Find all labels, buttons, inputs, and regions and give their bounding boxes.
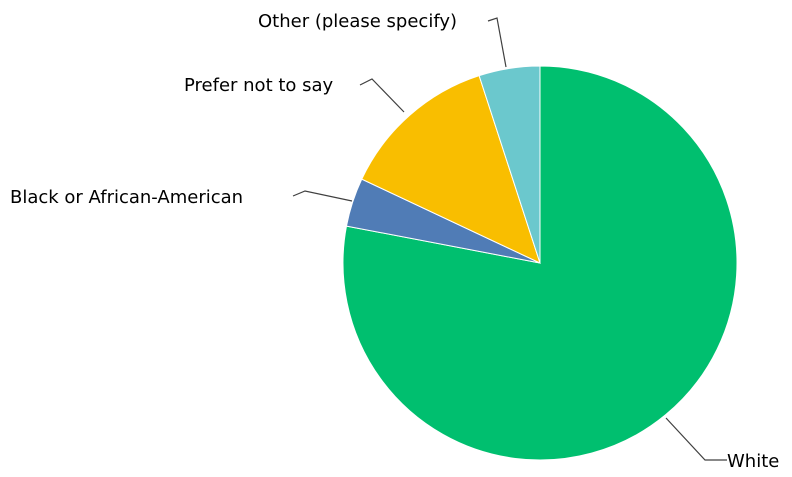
slice-label-white: White (727, 451, 779, 472)
leader-line-black-or-african-american (292, 190, 353, 202)
leader-line-prefer-not-to-say (359, 78, 405, 113)
leader-line-other-please-specify (487, 17, 507, 68)
slice-label-prefer-not-to-say: Prefer not to say (184, 75, 334, 96)
pie-slice-other-please-specify (478, 65, 541, 264)
labels-layer: White Black or African-American Prefer not… (10, 11, 779, 472)
leader-lines-layer (292, 17, 727, 461)
pie-slice-white (342, 65, 738, 461)
leader-line-white (665, 417, 727, 461)
pie-slice-prefer-not-to-say (361, 75, 541, 264)
slices-layer (342, 65, 738, 461)
slice-label-black-or-african-american: Black or African-American (10, 187, 243, 208)
slice-label-other-please-specify: Other (please specify) (258, 11, 457, 32)
